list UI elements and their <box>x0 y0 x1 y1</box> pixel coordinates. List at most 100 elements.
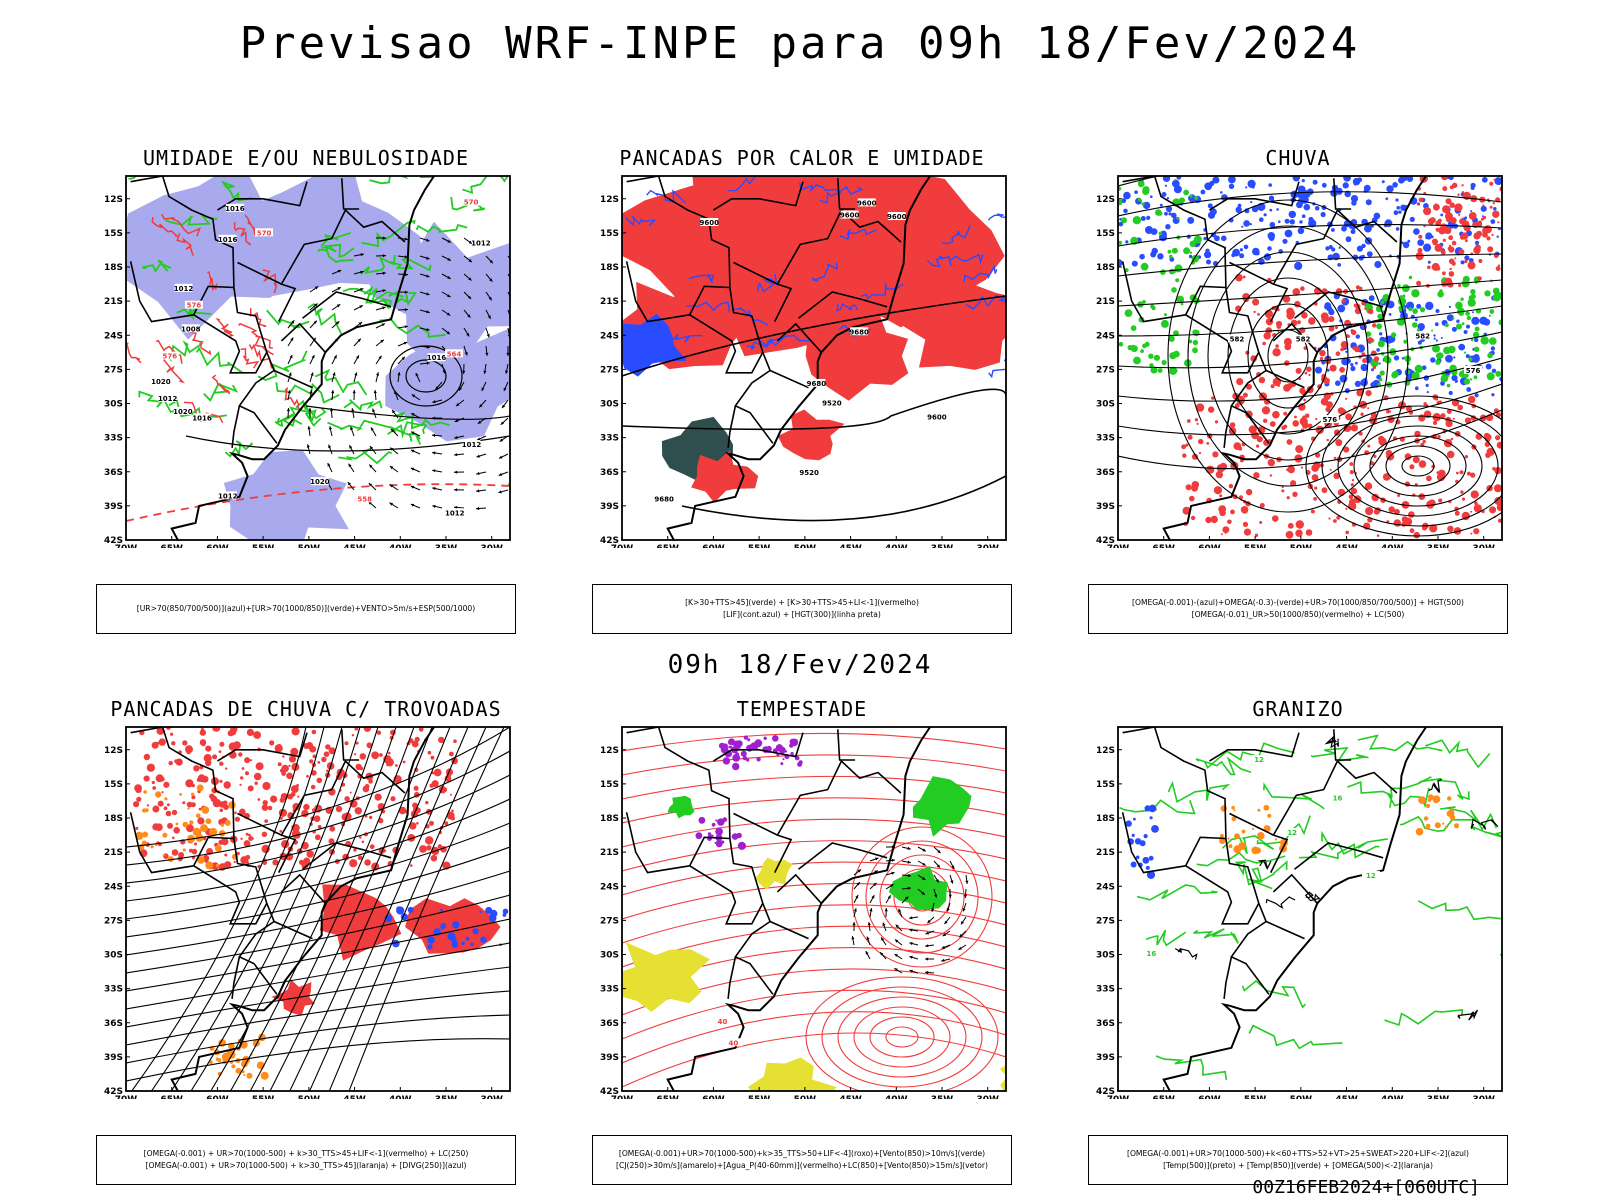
map-tempestade[interactable]: 12S15S18S21S24S27S30S33S36S39S42S70W65W6… <box>592 723 1012 1099</box>
omega-blue <box>1350 229 1356 235</box>
map-umidade[interactable]: 12S15S18S21S24S27S30S33S36S39S42S70W65W6… <box>96 172 516 548</box>
omega-green <box>1124 309 1133 317</box>
wind-vector-head <box>909 942 913 946</box>
omega-blue <box>1363 184 1371 192</box>
lat-label: 36S <box>104 468 123 478</box>
thunderstorm-orange <box>182 821 189 828</box>
contour-label: 1016 <box>225 205 245 213</box>
streamline <box>126 966 510 1028</box>
thunderstorm-orange <box>220 823 225 827</box>
omega-green <box>1149 363 1154 368</box>
thunderstorm-red <box>438 736 445 744</box>
thunderstorm-red <box>186 824 194 833</box>
wind-vector-head <box>962 908 966 912</box>
thunderstorm-red <box>412 802 418 809</box>
political-border <box>1272 208 1398 285</box>
thunderstorm-red <box>151 741 159 749</box>
wind-vector-head <box>941 945 946 949</box>
omega500-orange <box>1234 833 1240 840</box>
political-border <box>302 291 392 319</box>
omega-blue <box>1463 330 1468 334</box>
thunderstorm-red <box>303 803 310 811</box>
omega-ur-red <box>1372 323 1377 328</box>
humidity-area-blue <box>363 221 510 370</box>
thunderstorm-red <box>194 842 198 846</box>
political-border <box>1185 314 1260 374</box>
political-border <box>280 322 326 353</box>
omega-ur-red <box>1298 403 1306 411</box>
wind-vector-head <box>483 370 487 374</box>
humidity-contour-green <box>295 399 322 427</box>
omega-ur-red <box>1208 406 1215 413</box>
lon-label: 45W <box>343 1095 366 1099</box>
omega-blue <box>1312 179 1318 185</box>
panel-legend: [OMEGA(-0.001)-(azul)+OMEGA(-0.3)-(verde… <box>1088 584 1508 634</box>
omega-ur-red <box>1292 491 1298 497</box>
omega500-orange <box>1418 796 1426 804</box>
main-title: Previsao WRF-INPE para 09h 18/Fev/2024 <box>239 18 1361 69</box>
omega-blue <box>1493 207 1497 211</box>
omega-ur-red <box>1214 420 1219 424</box>
omega-green <box>1155 209 1162 216</box>
lat-label: 18S <box>104 263 123 273</box>
political-border <box>837 729 856 761</box>
thunderstorm-red <box>425 836 434 845</box>
wind-vector-head <box>909 916 913 920</box>
omega-green <box>1377 313 1383 320</box>
map-granizo[interactable]: 12S15S18S21S24S27S30S33S36S39S42S70W65W6… <box>1088 723 1508 1099</box>
wind-vector-head <box>880 952 884 956</box>
omega-ur-red <box>1300 286 1305 291</box>
omega-ur-red <box>1422 439 1426 444</box>
streamline <box>1321 405 1502 527</box>
temp850-green <box>1136 884 1218 901</box>
omega-ur-red <box>1235 273 1243 282</box>
omega-green <box>1460 312 1464 316</box>
omega-ur-red <box>1463 223 1471 232</box>
lon-label: 45W <box>1335 544 1358 548</box>
omega-blue <box>1414 318 1418 322</box>
omega-ur-red <box>1190 515 1196 521</box>
lif-contour-blue <box>625 215 657 227</box>
contour-label-bg <box>193 413 212 422</box>
map-pancadas-calor[interactable]: 12S15S18S21S24S27S30S33S36S39S42S70W65W6… <box>592 172 1012 548</box>
omega-ur-red <box>1423 225 1426 228</box>
omega-ur-red <box>1426 500 1435 509</box>
thunderstorm-red <box>374 793 382 801</box>
wind-vector-head <box>432 416 436 420</box>
wind-vector-head <box>389 484 394 488</box>
contour-label-bg <box>160 351 179 360</box>
political-border <box>712 732 804 762</box>
thunderstorm-red <box>133 801 140 808</box>
thunderstorm-red <box>329 825 336 832</box>
humidity-contour-green <box>361 219 416 248</box>
political-border <box>193 314 268 374</box>
map-trovoadas[interactable]: 12S15S18S21S24S27S30S33S36S39S42S70W65W6… <box>96 723 516 1099</box>
omega-green <box>1470 293 1476 300</box>
storm-purple <box>707 832 712 836</box>
map-chuva[interactable]: 12S15S18S21S24S27S30S33S36S39S42S70W65W6… <box>1088 172 1508 548</box>
lat-label: 33S <box>104 434 123 444</box>
contour-label-bg <box>1413 331 1432 340</box>
lon-label: 55W <box>252 1095 275 1099</box>
thunderstorm-red <box>316 777 323 784</box>
thunderstorm-red <box>205 759 212 767</box>
omega-ur-red <box>1299 387 1306 394</box>
omega-ur-red <box>1362 358 1368 364</box>
omega-green <box>1192 339 1199 346</box>
lc850-line <box>622 1032 1006 1088</box>
storm-purple <box>695 832 703 840</box>
thunderstorm-orange <box>175 822 179 826</box>
lon-label: 35W <box>1427 544 1450 548</box>
lat-label: 15S <box>1096 229 1115 239</box>
omega-ur-red <box>1371 493 1379 502</box>
political-border <box>1265 369 1305 389</box>
wind-vector-head <box>935 879 939 883</box>
streamline <box>1247 303 1329 409</box>
coastline <box>622 727 931 1091</box>
omega-ur-red <box>1418 234 1423 239</box>
lon-label: 70W <box>115 1095 138 1099</box>
political-border <box>733 812 793 873</box>
omega-blue <box>1159 203 1163 207</box>
omega500-orange <box>1415 827 1424 836</box>
lat-label: 27S <box>104 916 123 926</box>
